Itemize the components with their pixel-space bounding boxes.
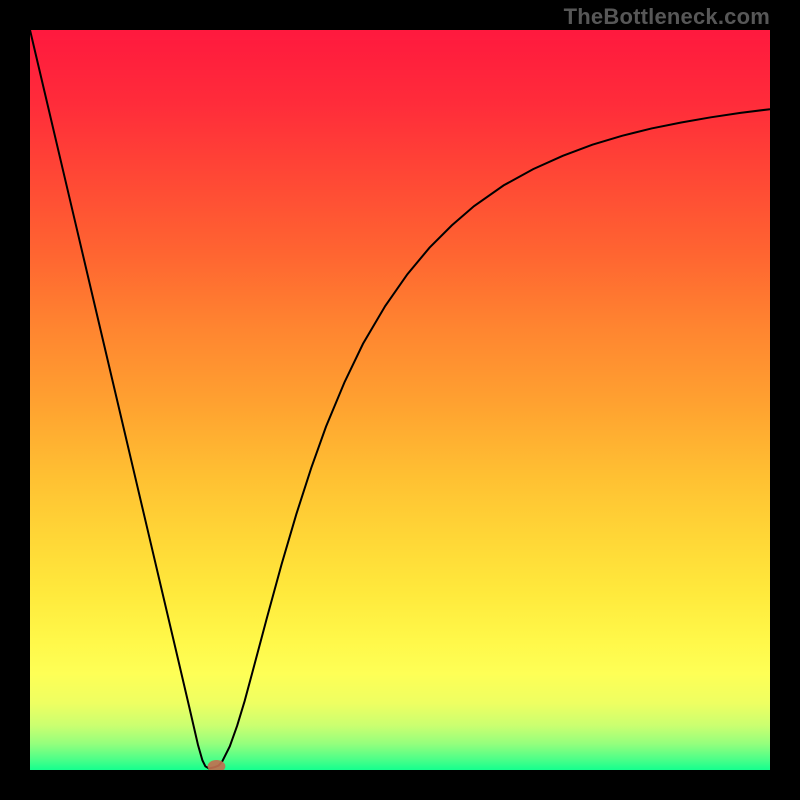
watermark-text: TheBottleneck.com	[564, 4, 770, 30]
chart-background	[30, 30, 770, 770]
plot-area	[30, 30, 770, 770]
chart-frame: TheBottleneck.com	[0, 0, 800, 800]
chart-svg	[30, 30, 770, 770]
